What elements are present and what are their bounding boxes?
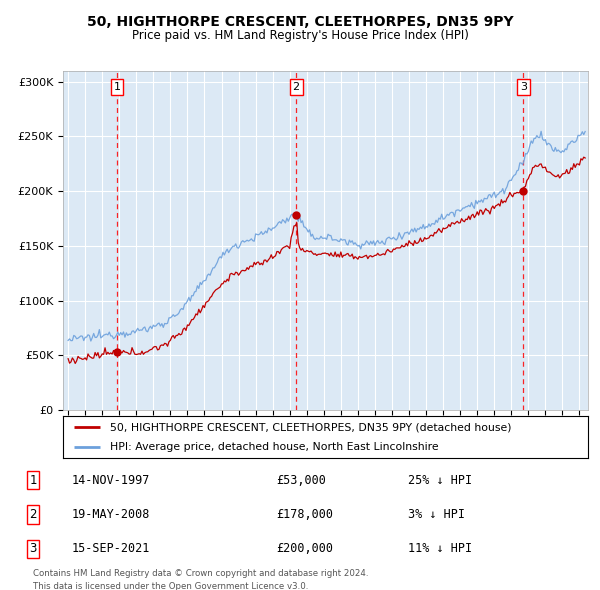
Text: This data is licensed under the Open Government Licence v3.0.: This data is licensed under the Open Gov… — [33, 582, 308, 590]
Text: 3: 3 — [29, 542, 37, 555]
Text: 19-MAY-2008: 19-MAY-2008 — [72, 508, 151, 521]
Text: 50, HIGHTHORPE CRESCENT, CLEETHORPES, DN35 9PY (detached house): 50, HIGHTHORPE CRESCENT, CLEETHORPES, DN… — [110, 422, 512, 432]
Text: £178,000: £178,000 — [276, 508, 333, 521]
Text: 50, HIGHTHORPE CRESCENT, CLEETHORPES, DN35 9PY: 50, HIGHTHORPE CRESCENT, CLEETHORPES, DN… — [86, 15, 514, 29]
Text: Contains HM Land Registry data © Crown copyright and database right 2024.: Contains HM Land Registry data © Crown c… — [33, 569, 368, 578]
Text: 3: 3 — [520, 82, 527, 92]
Text: 11% ↓ HPI: 11% ↓ HPI — [408, 542, 472, 555]
Text: HPI: Average price, detached house, North East Lincolnshire: HPI: Average price, detached house, Nort… — [110, 442, 439, 452]
Text: Price paid vs. HM Land Registry's House Price Index (HPI): Price paid vs. HM Land Registry's House … — [131, 30, 469, 42]
Text: 1: 1 — [113, 82, 121, 92]
Text: 25% ↓ HPI: 25% ↓ HPI — [408, 474, 472, 487]
Text: 3% ↓ HPI: 3% ↓ HPI — [408, 508, 465, 521]
Text: 15-SEP-2021: 15-SEP-2021 — [72, 542, 151, 555]
Text: 2: 2 — [29, 508, 37, 521]
Text: 2: 2 — [293, 82, 300, 92]
Text: 14-NOV-1997: 14-NOV-1997 — [72, 474, 151, 487]
Text: £53,000: £53,000 — [276, 474, 326, 487]
Text: £200,000: £200,000 — [276, 542, 333, 555]
Text: 1: 1 — [29, 474, 37, 487]
